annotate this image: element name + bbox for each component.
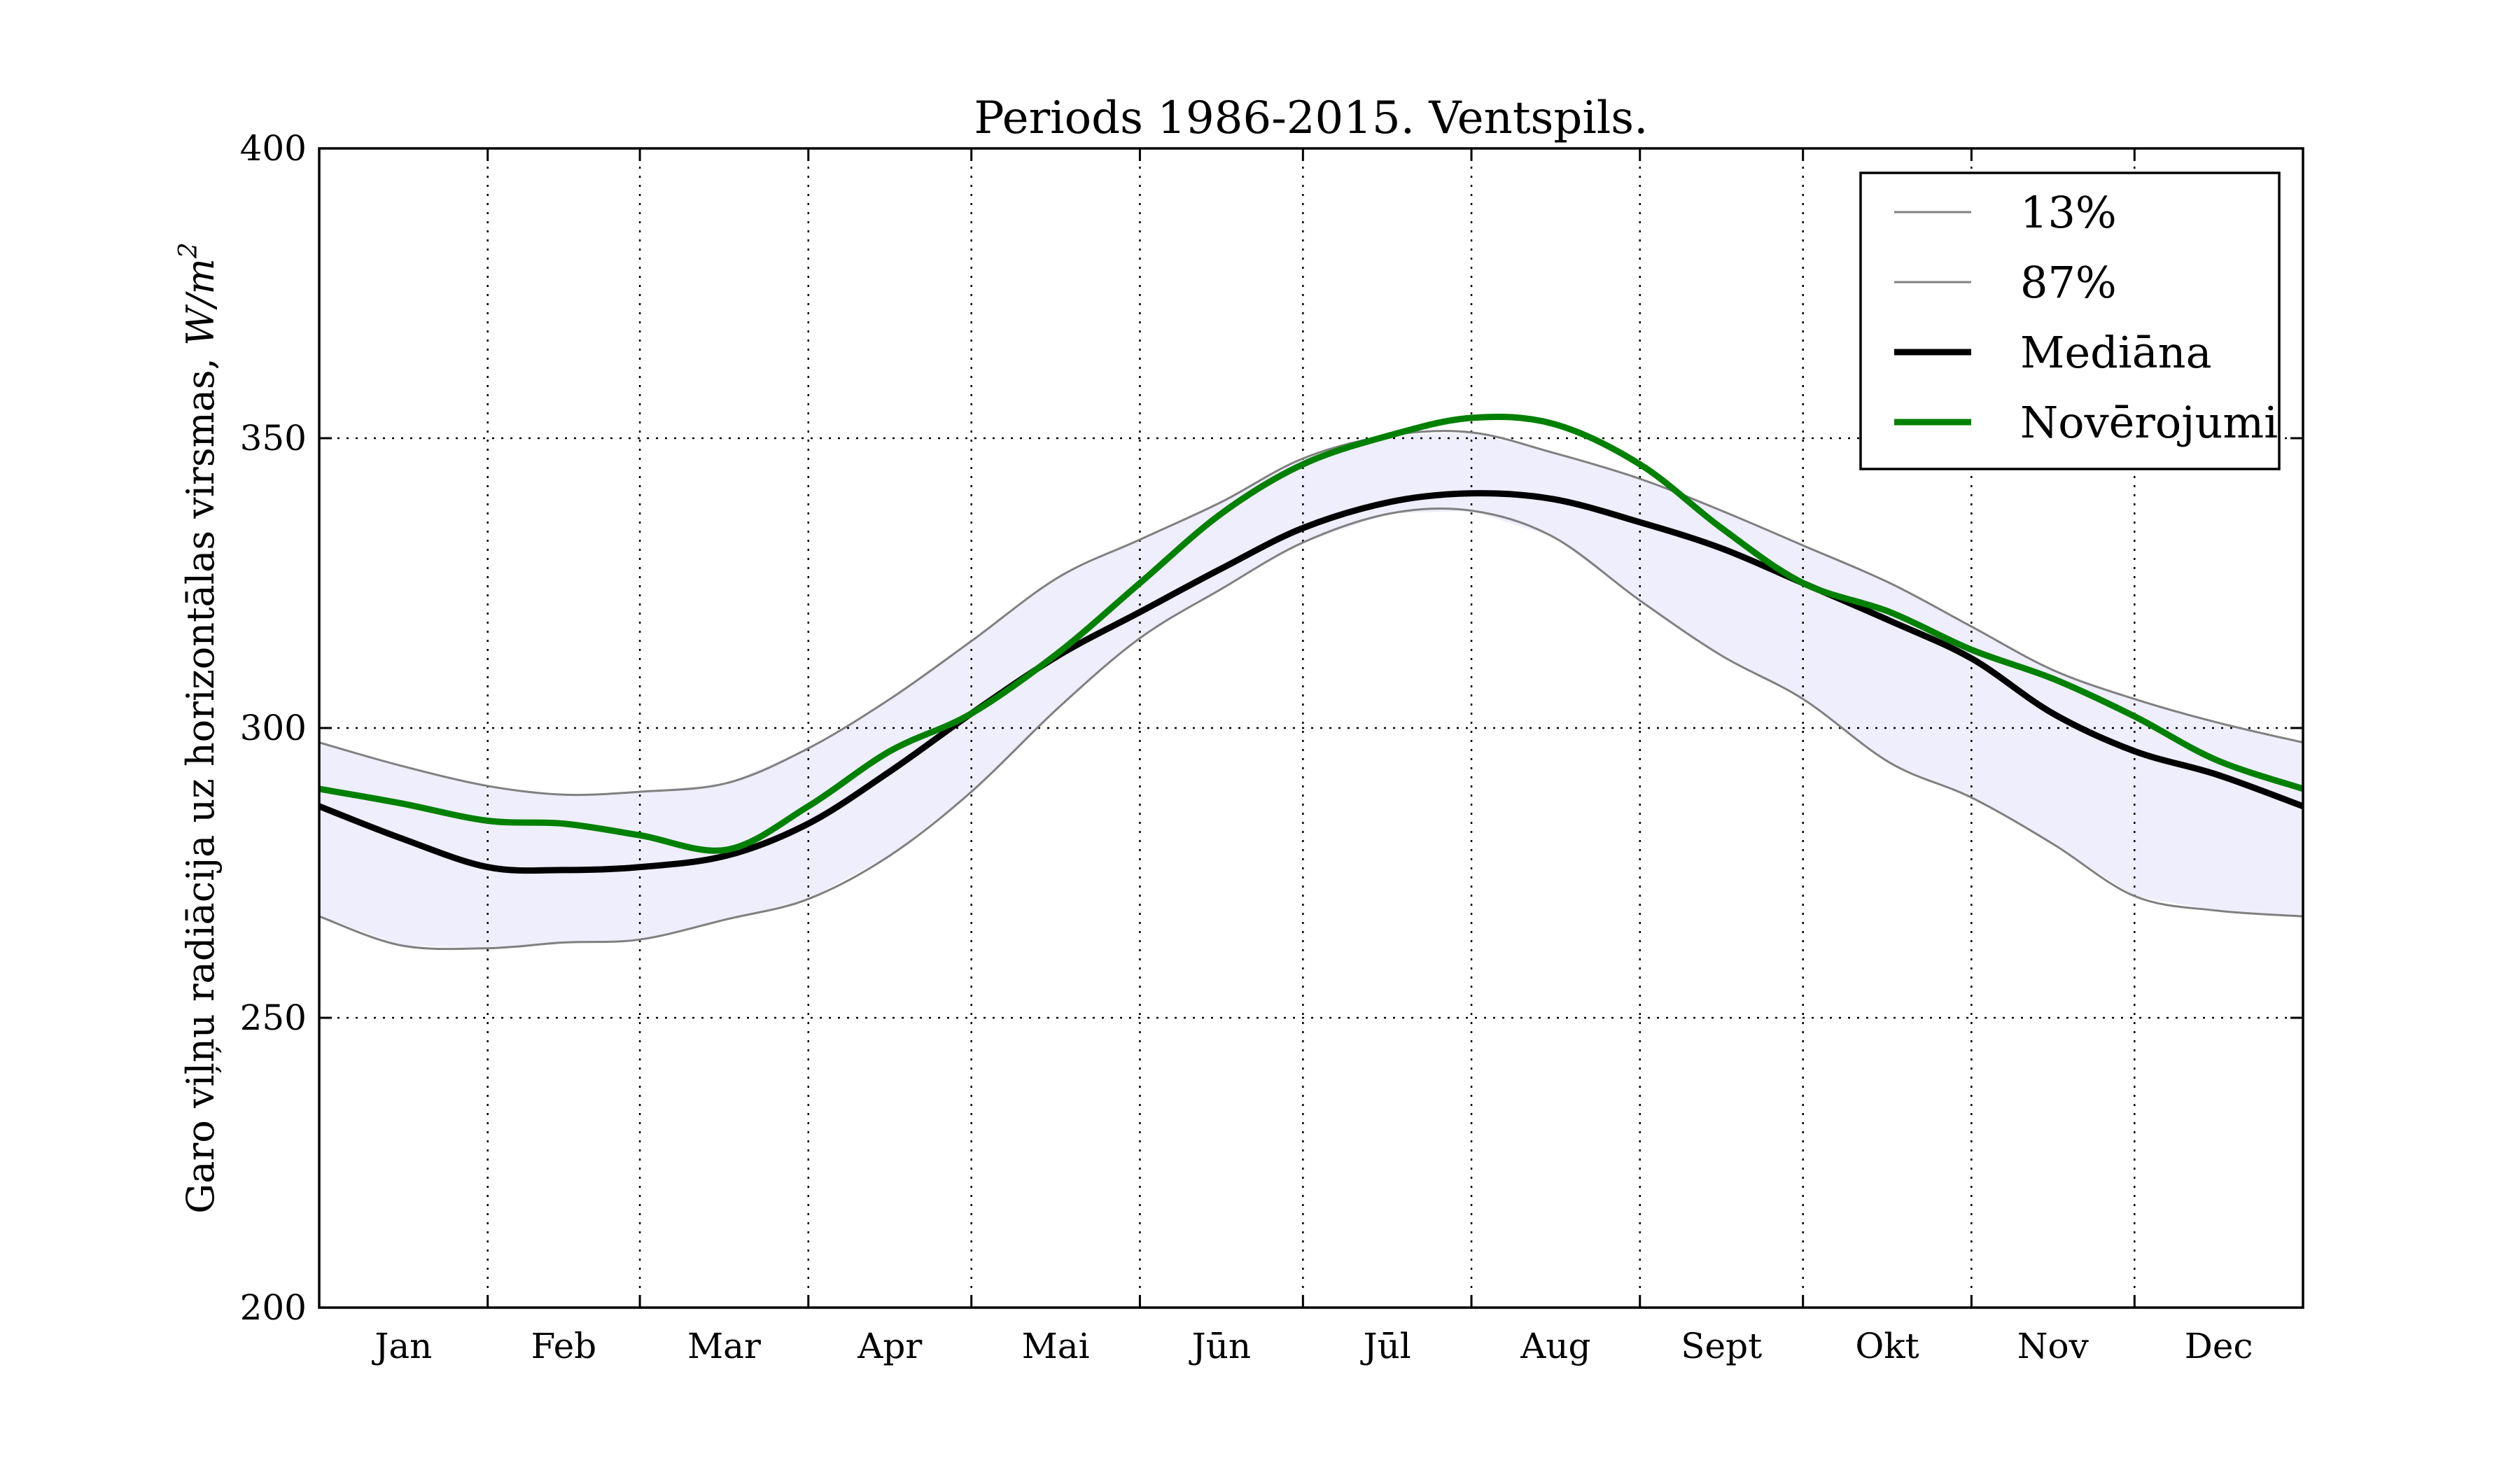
x-tick-label: Mar [687, 1326, 761, 1366]
legend: 13% 87% Mediāna Novērojumi [1859, 172, 2281, 470]
legend-label-1: 13% [2020, 187, 2117, 238]
x-tick-label: Jūn [1189, 1326, 1251, 1366]
x-tick-label: Dec [2185, 1326, 2253, 1366]
y-tick-label: 300 [240, 708, 307, 748]
y-axis-label: Garo viļņu radiācija uz horizontālas vir… [174, 242, 223, 1214]
legend-label-2: 87% [2020, 257, 2117, 308]
y-tick-label: 400 [240, 128, 307, 169]
x-tick-label: Jūl [1360, 1326, 1411, 1366]
plot-area: 200 250 300 350 400 Jan Feb Mar Apr Mai Jūn Jūl Aug S… [240, 128, 2304, 1366]
series-line-3 [319, 490, 2303, 874]
x-tick-label: Sept [1681, 1326, 1762, 1366]
legend-label-3: Mediāna [2020, 327, 2212, 378]
series-line-1 [319, 507, 2303, 951]
chart-title: Periods 1986-2015. Ventspils. [974, 92, 1648, 144]
x-tick-label: Nov [2017, 1326, 2090, 1366]
x-tick-label: Apr [857, 1326, 922, 1366]
x-tick-label: Okt [1855, 1326, 1919, 1366]
y-axis-label-text: Garo viļņu radiācija uz horizontālas vir… [174, 242, 223, 1214]
x-tick-label: Aug [1520, 1326, 1590, 1366]
x-tick-label: Mai [1022, 1326, 1090, 1366]
y-tick-label: 250 [240, 997, 307, 1038]
x-tick-label: Jan [371, 1326, 432, 1366]
y-tick-label: 350 [240, 418, 307, 458]
series-line-2 [319, 430, 2303, 797]
series-line-4 [319, 414, 2303, 854]
legend-label-4: Novērojumi [2020, 397, 2278, 448]
y-tick-label: 200 [240, 1287, 307, 1328]
x-tick-label: Feb [531, 1326, 597, 1366]
